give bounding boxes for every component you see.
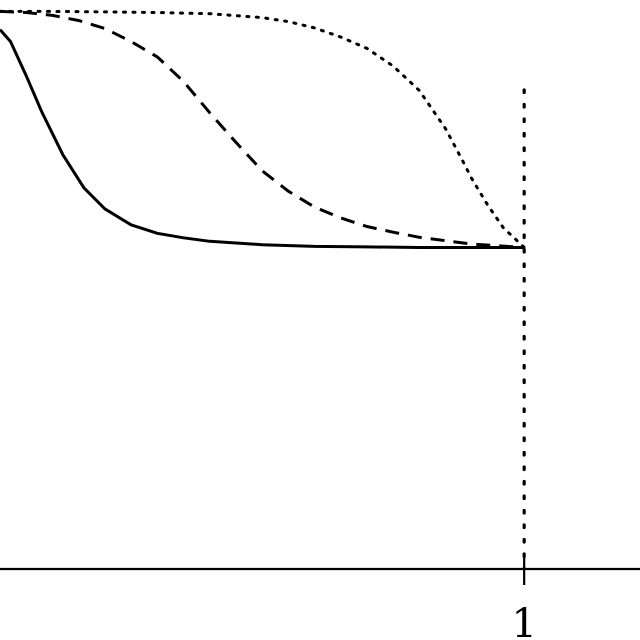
series-line-dashed <box>0 9 525 249</box>
x-tick-label-0: 1 <box>511 601 536 640</box>
series-line-solid <box>0 28 525 249</box>
series-line-dotted <box>0 9 526 249</box>
